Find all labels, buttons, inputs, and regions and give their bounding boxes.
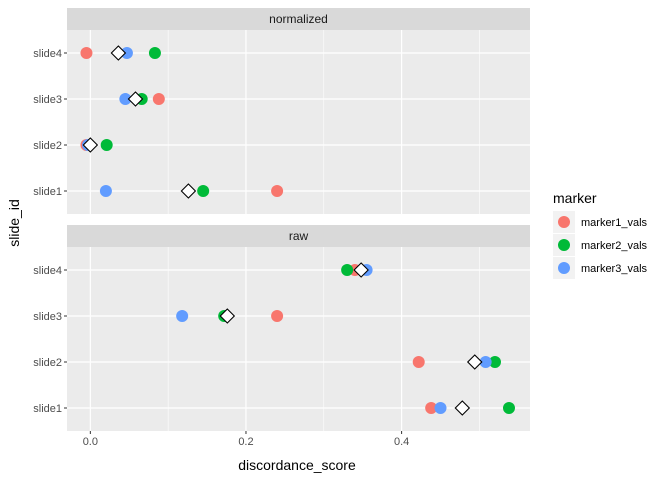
- legend-key-marker1_vals: [558, 216, 570, 228]
- data-point-marker2_vals: [148, 47, 161, 59]
- strip-background: [67, 8, 530, 30]
- x-tick-label: 0.2: [238, 436, 253, 448]
- y-tick-label: slide1: [33, 186, 62, 198]
- panel-normalized: normalized slide1 slide2 slide3 slide4: [33, 8, 530, 214]
- data-point-marker1_vals: [271, 185, 284, 197]
- mean-diamond: [466, 354, 483, 370]
- mean-diamond: [454, 400, 471, 416]
- data-point-marker2_vals: [488, 356, 501, 368]
- y-tick-label: slide1: [33, 403, 62, 415]
- legend: marker marker1_vals marker2_vals marker3_v…: [553, 190, 648, 279]
- panel-background: [67, 247, 530, 431]
- y-tick-label: slide4: [33, 48, 62, 60]
- y-tick-label: slide3: [33, 94, 62, 106]
- data-point-marker1_vals: [425, 402, 438, 414]
- data-point-marker1_vals: [412, 356, 425, 368]
- data-point-marker3_vals: [99, 185, 112, 197]
- data-point-marker1_vals: [152, 93, 165, 105]
- data-point-marker3_vals: [176, 310, 189, 322]
- data-point-marker1_vals: [80, 47, 93, 59]
- y-tick-label: slide2: [33, 140, 62, 152]
- x-tick-label: 0.0: [83, 436, 98, 448]
- y-tick-label: slide3: [33, 311, 62, 323]
- data-point-marker3_vals: [120, 47, 133, 59]
- legend-label: marker1_vals: [581, 217, 648, 229]
- legend-label: marker3_vals: [581, 263, 648, 275]
- y-tick-label: slide4: [33, 265, 62, 277]
- strip-label: raw: [289, 229, 309, 243]
- panel-background: [67, 30, 530, 214]
- panel-raw: raw slide1 slide2 slide3 slide4: [33, 225, 530, 431]
- x-axis: 0.0 0.2 0.4: [83, 431, 409, 448]
- data-point-marker3_vals: [119, 93, 132, 105]
- mean-diamond: [180, 183, 197, 199]
- legend-title: marker: [553, 190, 597, 206]
- data-point-marker2_vals: [197, 185, 210, 197]
- strip-label: normalized: [269, 12, 328, 26]
- x-tick-label: 0.4: [394, 436, 409, 448]
- x-axis-title: discordance_score: [238, 457, 356, 473]
- data-point-marker3_vals: [434, 402, 447, 414]
- mean-diamond: [82, 137, 99, 153]
- data-point-marker2_vals: [502, 402, 515, 414]
- mean-diamond: [110, 45, 127, 61]
- legend-key-marker3_vals: [558, 262, 570, 274]
- panels-layer: normalized slide1 slide2 slide3 slide4 raw sli…: [33, 8, 530, 431]
- mean-diamond: [219, 308, 236, 324]
- strip-background: [67, 225, 530, 247]
- data-point-marker2_vals: [100, 139, 113, 151]
- y-tick-label: slide2: [33, 357, 62, 369]
- y-axis-title: slide_id: [6, 199, 22, 246]
- legend-label: marker2_vals: [581, 240, 648, 252]
- legend-key-marker2_vals: [558, 239, 570, 251]
- data-point-marker1_vals: [271, 310, 284, 322]
- data-point-marker3_vals: [479, 356, 492, 368]
- mean-diamond: [127, 91, 144, 107]
- mean-diamond: [353, 262, 369, 278]
- data-point-marker2_vals: [341, 264, 354, 276]
